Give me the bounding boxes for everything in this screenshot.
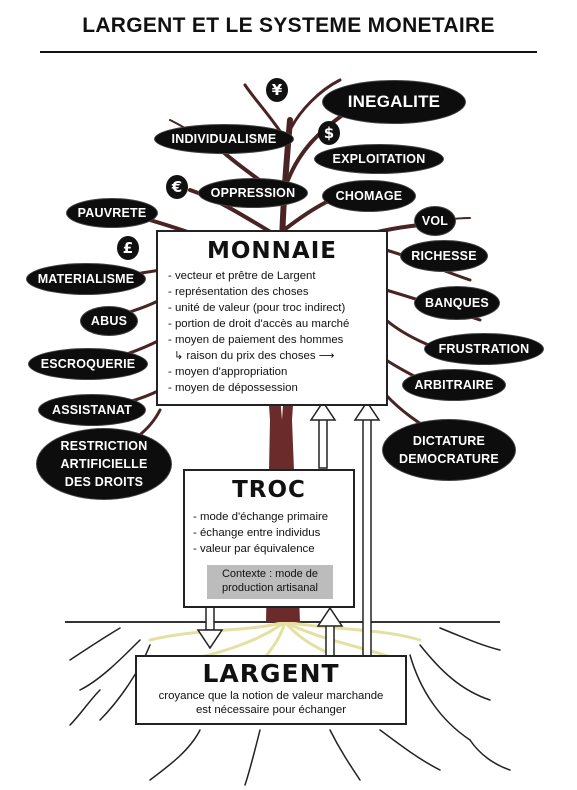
label-restriction-line2: ARTIFICIELLE	[60, 457, 148, 471]
troc-context: Contexte : mode de production artisanal	[207, 565, 333, 599]
monnaie-subitem-text: raison du prix des choses	[186, 350, 316, 362]
label-individualisme: INDIVIDUALISME	[154, 124, 294, 154]
label-chomage: CHOMAGE	[322, 180, 416, 212]
label-banques: BANQUES	[414, 286, 500, 320]
troc-list: - mode d'échange primaire - échange entr…	[193, 509, 353, 557]
label-richesse-text: RICHESSE	[411, 249, 477, 263]
arrow-troc-to-monnaie-shaft	[318, 417, 328, 469]
label-inegalite: INEGALITE	[322, 80, 466, 124]
label-individualisme-text: INDIVIDUALISME	[171, 132, 277, 146]
largent-line2: est nécessaire pour échanger	[195, 704, 347, 716]
label-arbitraire-text: ARBITRAIRE	[414, 378, 494, 392]
arrow-largent-to-troc-shaft	[325, 623, 335, 657]
label-dictature-line1: DICTATURE	[412, 434, 486, 448]
troc-box: TROC - mode d'échange primaire - échange…	[183, 469, 355, 608]
euro-icon: €	[166, 175, 188, 199]
largent-line1: croyance que la notion de valeur marchan…	[158, 690, 384, 702]
troc-context-line1: Contexte : mode de	[221, 568, 318, 580]
arrow-troc-to-largent-head	[196, 629, 224, 650]
label-oppression: OPPRESSION	[198, 178, 308, 208]
largent-description: croyance que la notion de valeur marchan…	[137, 689, 405, 717]
label-inegalite-text: INEGALITE	[347, 92, 441, 111]
label-restriction-artificielle: RESTRICTION ARTIFICIELLE DES DROITS	[36, 428, 172, 500]
monnaie-subitem: ↳ raison du prix des choses ⟶	[168, 348, 386, 364]
dollar-icon: $	[318, 121, 340, 145]
label-chomage-text: CHOMAGE	[335, 189, 403, 203]
corner-arrow-icon: ↳	[174, 349, 184, 362]
right-arrow-icon: ⟶	[318, 349, 335, 362]
monnaie-box: MONNAIE - vecteur et prêtre de Largent -…	[156, 230, 388, 406]
largent-box: LARGENT croyance que la notion de valeur…	[135, 655, 407, 725]
troc-heading: TROC	[232, 477, 306, 503]
monnaie-item: - unité de valeur (pour troc indirect)	[168, 302, 346, 314]
monnaie-list: - vecteur et prêtre de Largent - représe…	[168, 268, 386, 396]
monnaie-item: - portion de droit d'accès au marché	[168, 318, 350, 330]
label-frustration-text: FRUSTRATION	[438, 342, 530, 356]
dark-roots	[69, 627, 511, 786]
label-assistanat: ASSISTANAT	[38, 394, 146, 426]
pound-icon: £	[117, 236, 139, 260]
label-exploitation-text: EXPLOITATION	[332, 152, 426, 166]
monnaie-item: - moyen de paiement des hommes	[168, 334, 344, 346]
monnaie-item: - moyen d'appropriation	[168, 366, 288, 378]
largent-heading: LARGENT	[202, 659, 340, 688]
label-assistanat-text: ASSISTANAT	[51, 403, 132, 417]
monnaie-item: - représentation des choses	[168, 286, 309, 298]
label-dictature-line2: DEMOCRATURE	[399, 452, 499, 466]
troc-item: - mode d'échange primaire	[193, 511, 329, 523]
label-vol: VOL	[414, 206, 456, 236]
label-restriction-line1: RESTRICTION	[60, 439, 148, 453]
label-exploitation: EXPLOITATION	[314, 144, 444, 174]
arrow-largent-to-troc-head	[316, 606, 344, 627]
label-banques-text: BANQUES	[425, 296, 489, 310]
monnaie-heading: MONNAIE	[206, 238, 337, 264]
label-pauvrete: PAUVRETE	[66, 198, 158, 228]
label-restriction-line3: DES DROITS	[64, 475, 144, 489]
label-materialisme: MATERIALISME	[26, 263, 146, 295]
label-escroquerie-text: ESCROQUERIE	[40, 357, 136, 371]
troc-context-line2: production artisanal	[221, 582, 318, 594]
label-materialisme-text: MATERIALISME	[37, 272, 135, 286]
troc-item: - valeur par équivalence	[193, 543, 315, 555]
title-underline	[40, 51, 537, 53]
arrow-troc-to-monnaie-head	[309, 400, 337, 421]
label-abus: ABUS	[80, 306, 138, 336]
page-title: LARGENT ET LE SYSTEME MONETAIRE	[82, 14, 495, 37]
troc-item: - échange entre individus	[193, 527, 321, 539]
label-richesse: RICHESSE	[400, 240, 488, 272]
yen-icon: ¥	[266, 78, 288, 102]
arrow-largent-to-monnaie-head	[353, 400, 381, 421]
monnaie-item: - vecteur et prêtre de Largent	[168, 270, 316, 282]
label-abus-text: ABUS	[90, 314, 128, 328]
monnaie-item: - moyen de dépossession	[168, 382, 298, 394]
label-vol-text: VOL	[421, 214, 449, 228]
label-dictature-democrature: DICTATURE DEMOCRATURE	[382, 419, 516, 481]
label-oppression-text: OPPRESSION	[210, 186, 296, 200]
label-pauvrete-text: PAUVRETE	[77, 206, 147, 220]
label-arbitraire: ARBITRAIRE	[402, 369, 506, 401]
label-escroquerie: ESCROQUERIE	[28, 348, 148, 380]
label-frustration: FRUSTRATION	[424, 333, 544, 365]
arrow-largent-to-monnaie-shaft	[362, 417, 372, 657]
